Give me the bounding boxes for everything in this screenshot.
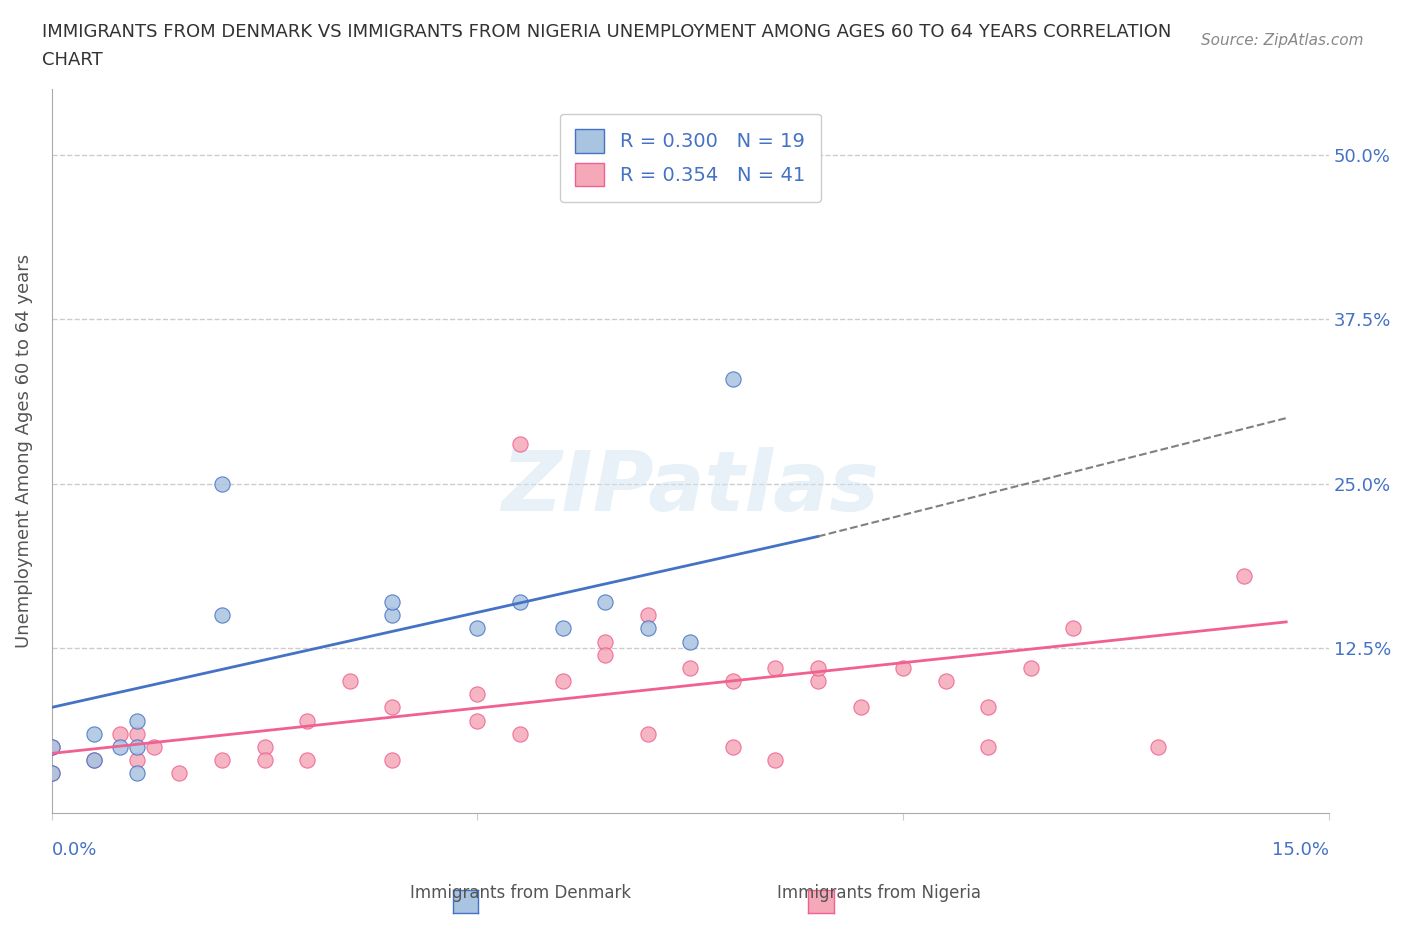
Y-axis label: Unemployment Among Ages 60 to 64 years: Unemployment Among Ages 60 to 64 years [15,254,32,648]
Point [211,608,233,623]
Point [339,673,361,688]
Text: ZIPatlas: ZIPatlas [502,446,879,527]
Point [763,660,786,675]
Point [169,765,191,780]
Point [551,673,574,688]
Point [1019,660,1042,675]
Point [253,739,276,754]
Point [142,739,165,754]
Text: Immigrants from Denmark: Immigrants from Denmark [409,884,631,902]
Point [593,634,616,649]
Point [108,726,131,741]
Text: IMMIGRANTS FROM DENMARK VS IMMIGRANTS FROM NIGERIA UNEMPLOYMENT AMONG AGES 60 TO: IMMIGRANTS FROM DENMARK VS IMMIGRANTS FR… [42,23,1171,41]
Point [125,752,148,767]
Text: Immigrants from Nigeria: Immigrants from Nigeria [776,884,981,902]
Point [125,765,148,780]
Text: CHART: CHART [42,51,103,69]
Point [381,700,404,715]
Point [509,437,531,452]
Point [381,595,404,610]
Point [1147,739,1170,754]
Point [467,713,489,728]
Text: Source: ZipAtlas.com: Source: ZipAtlas.com [1201,33,1364,47]
Point [721,739,744,754]
Point [637,726,659,741]
Point [83,752,105,767]
Point [295,752,318,767]
Point [891,660,914,675]
Point [467,686,489,701]
Legend: R = 0.300   N = 19, R = 0.354   N = 41: R = 0.300 N = 19, R = 0.354 N = 41 [560,113,821,202]
Point [763,752,786,767]
Point [509,726,531,741]
Text: 0.0%: 0.0% [52,842,97,859]
Point [83,726,105,741]
Point [637,608,659,623]
Point [83,752,105,767]
Point [593,647,616,662]
Point [721,673,744,688]
Point [509,595,531,610]
Point [41,765,63,780]
Point [807,673,830,688]
Point [41,739,63,754]
Point [381,752,404,767]
Point [125,726,148,741]
Point [108,739,131,754]
Point [849,700,872,715]
Point [593,595,616,610]
Point [253,752,276,767]
Point [935,673,957,688]
Point [467,621,489,636]
Point [41,739,63,754]
Point [295,713,318,728]
Text: 15.0%: 15.0% [1272,842,1329,859]
Point [977,700,1000,715]
Point [551,621,574,636]
Point [125,713,148,728]
Point [211,752,233,767]
Point [807,660,830,675]
Point [977,739,1000,754]
Point [721,371,744,386]
Point [637,621,659,636]
Point [41,765,63,780]
Point [679,660,702,675]
Point [211,476,233,491]
Point [1233,568,1256,583]
Point [1062,621,1084,636]
Point [679,634,702,649]
Point [125,739,148,754]
Point [381,608,404,623]
